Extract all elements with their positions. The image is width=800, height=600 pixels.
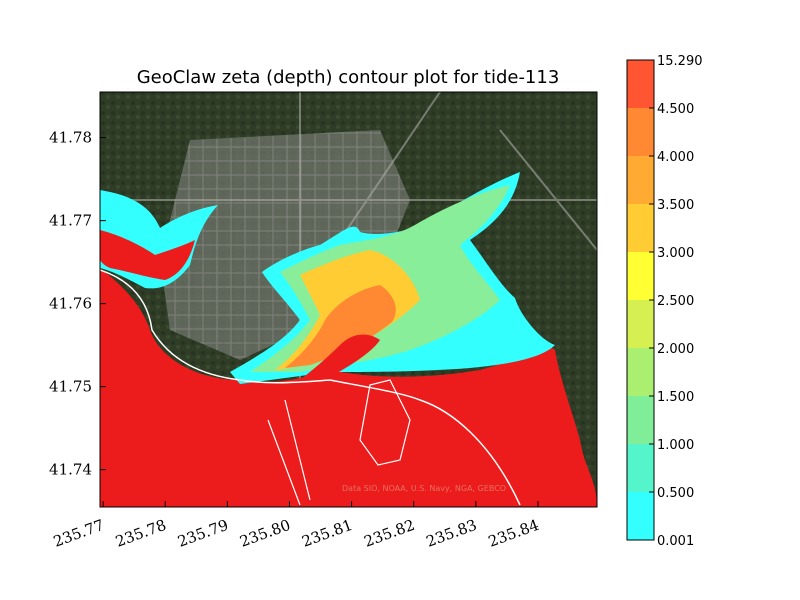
colorbar-segment <box>627 156 654 204</box>
colorbar-segment <box>627 204 654 252</box>
x-tick-label: 235.77 <box>51 516 106 551</box>
x-tick-label: 235.82 <box>362 516 417 551</box>
chart-title: GeoClaw zeta (depth) contour plot for ti… <box>137 67 560 88</box>
colorbar-label: 0.001 <box>657 534 694 549</box>
basemap-roads <box>100 92 597 400</box>
colorbar-label: 15.290 <box>657 54 703 69</box>
plot-frame <box>99 91 598 508</box>
colorbar-label: 1.500 <box>657 390 694 405</box>
colorbar-label: 1.000 <box>657 438 694 453</box>
colorbar-segment <box>627 252 654 300</box>
colorbar-segment <box>627 348 654 396</box>
contour-left-red <box>100 230 195 280</box>
colorbar-label: 4.000 <box>657 150 694 165</box>
colorbar-label: 3.500 <box>657 198 694 213</box>
x-tick-label: 235.83 <box>424 516 479 551</box>
colorbar-label: 2.000 <box>657 342 694 357</box>
x-tick-label: 235.79 <box>175 516 230 551</box>
contour-band-orange <box>285 285 396 368</box>
y-tick-label: 41.74 <box>49 461 92 479</box>
harbor-outline <box>359 379 411 466</box>
contour-band-red-inner <box>280 334 380 396</box>
y-tick-label: 41.76 <box>49 295 92 313</box>
colorbar-label: 3.000 <box>657 246 694 261</box>
colorbar-label: 4.500 <box>657 102 694 117</box>
y-tick-label: 41.78 <box>49 129 92 147</box>
colorbar-label: 2.500 <box>657 294 694 309</box>
colorbar: 0.001 0.500 1.000 1.500 2.000 2.500 3.000 3.500… <box>626 54 703 549</box>
x-tick-label: 235.81 <box>299 516 354 551</box>
x-axis: 235.77 235.78 235.79 235.80 235.81 235.82 235.… <box>51 501 541 551</box>
y-tick-label: 41.75 <box>49 378 92 396</box>
colorbar-segment <box>627 300 654 348</box>
jetty <box>267 399 311 506</box>
y-tick-label: 41.77 <box>49 212 92 230</box>
colorbar-segment <box>627 396 654 444</box>
colorbar-segment <box>627 492 654 540</box>
colorbar-segment <box>627 108 654 156</box>
colorbar-label: 0.500 <box>657 486 694 501</box>
plot-area: Data SIO, NOAA, U.S. Navy, NGA, GEBCO <box>100 92 597 507</box>
x-tick-label: 235.78 <box>113 516 168 551</box>
x-tick-label: 235.84 <box>486 516 541 551</box>
contour-deep-water <box>100 268 597 507</box>
x-tick-label: 235.80 <box>237 516 292 551</box>
colorbar-segment <box>627 60 654 108</box>
colorbar-segment <box>627 444 654 492</box>
data-attribution: Data SIO, NOAA, U.S. Navy, NGA, GEBCO <box>342 484 506 493</box>
y-axis: 41.74 41.75 41.76 41.77 41.78 <box>49 129 106 479</box>
coastline <box>100 269 521 506</box>
